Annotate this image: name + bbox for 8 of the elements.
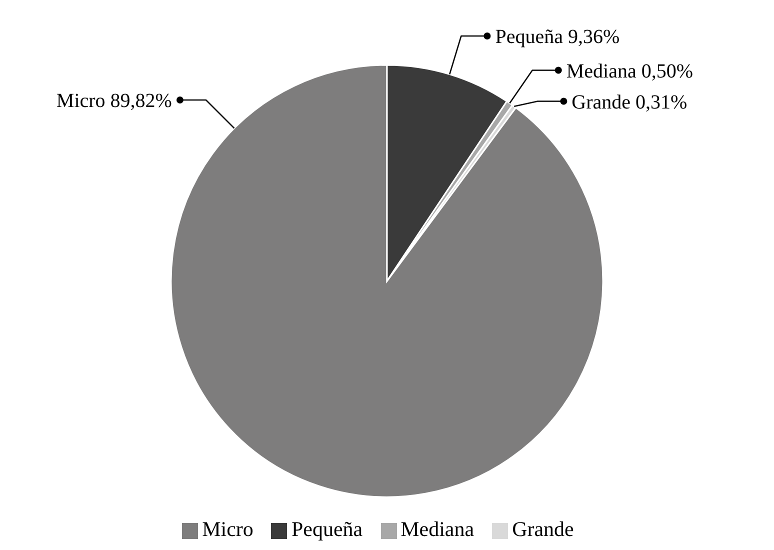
category-label: Pequeña 9,36%	[495, 26, 620, 48]
legend-label: Pequeña	[291, 517, 363, 541]
category-label: Mediana 0,50%	[566, 60, 694, 82]
legend-label: Mediana	[400, 517, 474, 541]
legend-label: Grande	[512, 517, 574, 541]
legend-label: Micro	[202, 517, 254, 541]
category-label: Micro 89,82%	[56, 90, 172, 112]
category-label: Grande 0,31%	[572, 91, 688, 114]
